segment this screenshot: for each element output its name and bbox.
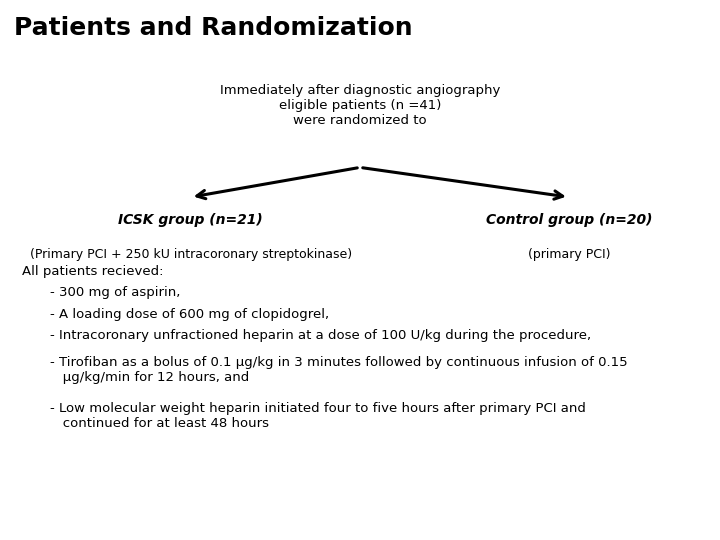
Text: - Intracoronary unfractioned heparin at a dose of 100 U/kg during the procedure,: - Intracoronary unfractioned heparin at … <box>50 329 592 342</box>
Text: All patients recieved:: All patients recieved: <box>22 265 163 278</box>
Text: ICSK group (n=21): ICSK group (n=21) <box>118 213 264 227</box>
Text: Patients and Randomization: Patients and Randomization <box>14 16 413 40</box>
Text: (Primary PCI + 250 kU intracoronary streptokinase): (Primary PCI + 250 kU intracoronary stre… <box>30 248 352 261</box>
Text: Immediately after diagnostic angiography
eligible patients (n =41)
were randomiz: Immediately after diagnostic angiography… <box>220 84 500 127</box>
Text: - A loading dose of 600 mg of clopidogrel,: - A loading dose of 600 mg of clopidogre… <box>50 308 330 321</box>
Text: - 300 mg of aspirin,: - 300 mg of aspirin, <box>50 286 181 299</box>
Text: (primary PCI): (primary PCI) <box>528 248 610 261</box>
Text: - Tirofiban as a bolus of 0.1 μg/kg in 3 minutes followed by continuous infusion: - Tirofiban as a bolus of 0.1 μg/kg in 3… <box>50 356 628 384</box>
Text: - Low molecular weight heparin initiated four to five hours after primary PCI an: - Low molecular weight heparin initiated… <box>50 402 586 430</box>
Text: Control group (n=20): Control group (n=20) <box>485 213 652 227</box>
